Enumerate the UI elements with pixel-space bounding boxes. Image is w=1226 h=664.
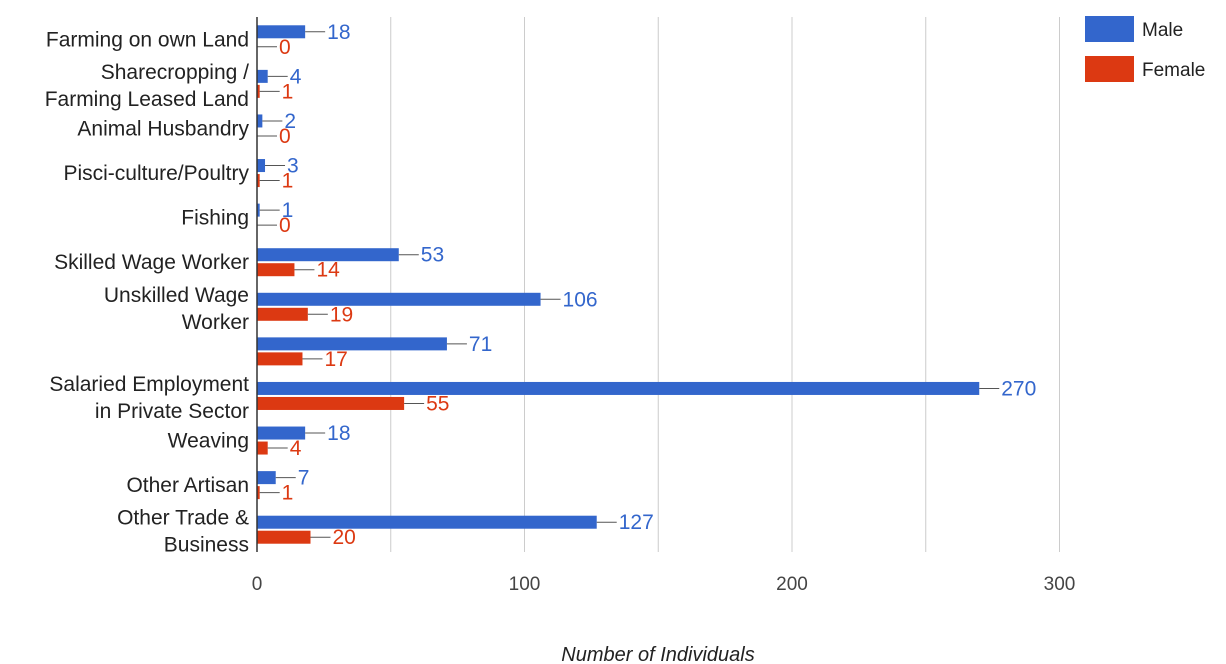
category-label: Other Artisan [126,474,249,497]
male-bar [257,515,597,529]
grid-lines [390,17,1060,552]
legend: Male Female [1085,16,1205,82]
male-data-label: 1 [282,199,294,222]
male-data-label: 270 [1001,377,1036,400]
category-label: Fishing [181,207,249,230]
category-label: Business [164,534,249,557]
x-axis-title: Number of Individuals [561,644,754,664]
male-bar [257,471,276,485]
male-legend-swatch [1085,16,1134,42]
category-label: Unskilled Wage [104,284,249,307]
male-bar [257,159,266,173]
x-tick-label: 100 [509,574,541,595]
category-labels: Farming on own Land Sharecropping / Farmin… [45,28,250,556]
male-legend-label: Male [1142,20,1183,41]
female-data-label: 19 [330,303,353,326]
female-legend-swatch [1085,56,1134,82]
category-label: in Private Sector [95,400,249,423]
female-bar [257,396,405,410]
female-data-label: 1 [282,170,294,193]
female-bar [257,352,303,366]
male-bar [257,292,541,306]
category-label: Animal Husbandry [77,117,249,140]
female-data-label: 4 [290,437,302,460]
male-bar [257,426,306,440]
male-bar [257,381,980,395]
x-tick-label: 300 [1044,574,1076,595]
male-data-label: 18 [327,21,350,44]
category-label: Salaried Employment [49,373,249,396]
category-label: Farming on own Land [46,28,249,51]
female-data-label: 1 [282,80,294,103]
female-bar [257,530,311,544]
female-bar [257,441,268,455]
male-bar [257,248,399,262]
female-data-label: 14 [316,259,340,282]
male-bar [257,203,260,217]
female-data-label: 0 [279,214,291,237]
male-data-label: 7 [298,467,310,490]
female-bar [257,263,295,277]
category-label: Pisci-culture/Poultry [63,162,249,185]
category-label: Farming Leased Land [45,88,249,111]
male-bar [257,25,306,39]
female-data-label: 55 [426,392,449,415]
female-data-label: 20 [333,526,356,549]
male-bar [257,337,447,351]
male-data-label: 18 [327,422,350,445]
male-data-label: 71 [469,333,492,356]
category-label: Other Trade & [117,507,249,530]
female-legend-label: Female [1142,60,1205,81]
female-bar [257,84,260,98]
male-bar [257,114,263,128]
male-data-label: 127 [619,511,654,534]
female-data-label: 0 [279,36,291,59]
category-label: Weaving [168,430,249,453]
male-bar [257,69,268,83]
category-label: Skilled Wage Worker [54,251,249,274]
male-data-label: 2 [284,110,296,133]
female-data-label: 0 [279,125,291,148]
bars [257,25,980,544]
x-tick-labels: 0 100 200 300 [252,574,1076,595]
male-data-label: 53 [421,244,444,267]
male-data-label: 4 [290,65,302,88]
female-bar [257,174,260,188]
female-bar [257,307,308,321]
x-tick-label: 0 [252,574,263,595]
category-label: Worker [182,311,249,334]
female-bar [257,486,260,500]
category-label: Sharecropping / [101,61,249,84]
male-data-label: 106 [563,288,598,311]
x-tick-label: 200 [776,574,808,595]
female-data-label: 1 [282,482,294,505]
female-data-label: 17 [324,348,347,371]
male-data-label: 3 [287,155,299,178]
